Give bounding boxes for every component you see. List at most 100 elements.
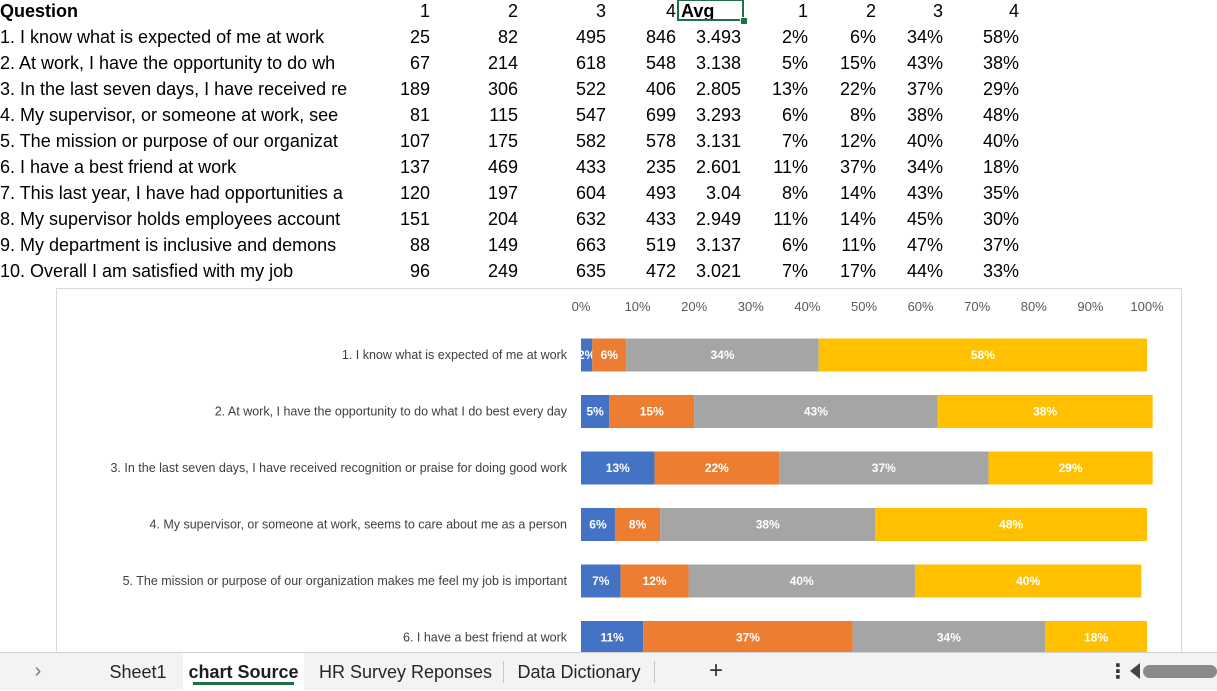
cell-avg[interactable]: 3.021 xyxy=(695,261,741,281)
bar-segment[interactable] xyxy=(614,508,661,541)
cell-count-3[interactable]: 604 xyxy=(575,183,606,203)
cell-count-1[interactable]: 96 xyxy=(409,261,430,281)
cell-count-4[interactable]: 699 xyxy=(645,105,676,125)
cell-count-1[interactable]: 107 xyxy=(399,131,430,151)
cell-avg[interactable]: 2.949 xyxy=(695,209,741,229)
cell-pct-1[interactable]: 11% xyxy=(773,209,808,229)
cell-header-pct-1[interactable]: 1 xyxy=(797,1,808,21)
cell-pct-4[interactable]: 35% xyxy=(982,183,1019,203)
cell-count-2[interactable]: 115 xyxy=(489,105,518,125)
chevron-right-icon[interactable]: › xyxy=(34,660,42,682)
tab-data-dictionary[interactable]: Data Dictionary xyxy=(505,653,653,690)
cell-pct-3[interactable]: 34% xyxy=(906,157,943,177)
cell-question[interactable]: 3. In the last seven days, I have receiv… xyxy=(0,79,348,99)
cell-header-pct-4[interactable]: 4 xyxy=(1008,1,1019,21)
cell-avg[interactable]: 3.293 xyxy=(695,105,741,125)
cell-count-2[interactable]: 214 xyxy=(487,53,518,73)
cell-count-1[interactable]: 67 xyxy=(409,53,430,73)
cell-count-2[interactable]: 204 xyxy=(487,209,518,229)
cell-pct-3[interactable]: 40% xyxy=(906,131,943,151)
bar-segment[interactable] xyxy=(581,621,644,654)
bar-segment[interactable] xyxy=(914,564,1142,598)
bar-segment[interactable] xyxy=(779,451,989,485)
cell-count-3[interactable]: 495 xyxy=(575,27,606,47)
cell-count-4[interactable]: 548 xyxy=(645,53,676,73)
cell-count-3[interactable]: 522 xyxy=(575,79,606,99)
cell-count-3[interactable]: 635 xyxy=(575,261,606,281)
cell-pct-4[interactable]: 29% xyxy=(982,79,1019,99)
cell-pct-3[interactable]: 44% xyxy=(906,261,943,281)
cell-question[interactable]: 5. The mission or purpose of our organiz… xyxy=(0,131,338,151)
cell-question[interactable]: 2. At work, I have the opportunity to do… xyxy=(0,53,336,73)
cell-pct-1[interactable]: 7% xyxy=(781,131,808,151)
cell-pct-2[interactable]: 12% xyxy=(839,131,876,151)
cell-question[interactable]: 6. I have a best friend at work xyxy=(0,157,237,177)
cell-pct-1[interactable]: 2% xyxy=(781,27,808,47)
tab-chart-source[interactable]: chart Source xyxy=(183,653,304,690)
cell-pct-4[interactable]: 18% xyxy=(982,157,1019,177)
cell-count-4[interactable]: 433 xyxy=(645,209,676,229)
cell-pct-4[interactable]: 38% xyxy=(982,53,1019,73)
fill-handle[interactable] xyxy=(740,17,748,25)
bar-segment[interactable] xyxy=(688,564,915,598)
cell-header-count-3[interactable]: 3 xyxy=(595,1,606,21)
bar-segment[interactable] xyxy=(694,395,938,428)
cell-count-4[interactable]: 846 xyxy=(645,27,676,47)
cell-pct-1[interactable]: 13% xyxy=(771,79,808,99)
cell-avg[interactable]: 2.805 xyxy=(695,79,741,99)
cell-header-count-2[interactable]: 2 xyxy=(507,1,518,21)
cell-count-3[interactable]: 433 xyxy=(575,157,606,177)
cell-count-3[interactable]: 547 xyxy=(575,105,606,125)
cell-header-pct-3[interactable]: 3 xyxy=(932,1,943,21)
cell-header-question[interactable]: Question xyxy=(0,1,79,21)
bar-segment[interactable] xyxy=(643,621,853,654)
cell-count-1[interactable]: 151 xyxy=(399,209,430,229)
cell-pct-2[interactable]: 15% xyxy=(839,53,876,73)
cell-pct-2[interactable]: 6% xyxy=(849,27,876,47)
cell-count-2[interactable]: 149 xyxy=(487,235,518,255)
bar-segment[interactable] xyxy=(818,338,1147,372)
cell-pct-2[interactable]: 22% xyxy=(839,79,876,99)
cell-count-1[interactable]: 120 xyxy=(399,183,430,203)
cell-header-pct-2[interactable]: 2 xyxy=(865,1,876,21)
bar-segment[interactable] xyxy=(875,508,1147,541)
cell-pct-3[interactable]: 45% xyxy=(906,209,943,229)
cell-pct-3[interactable]: 43% xyxy=(906,183,943,203)
cell-count-3[interactable]: 618 xyxy=(575,53,606,73)
bar-segment[interactable] xyxy=(609,395,695,428)
cell-pct-2[interactable]: 17% xyxy=(839,261,876,281)
bar-segment[interactable] xyxy=(581,508,615,541)
bar-segment[interactable] xyxy=(654,451,780,485)
cell-avg[interactable]: 3.04 xyxy=(705,183,741,203)
cell-pct-1[interactable]: 8% xyxy=(781,183,808,203)
cell-question[interactable]: 1. I know what is expected of me at work xyxy=(0,27,325,47)
bar-segment[interactable] xyxy=(626,338,819,372)
cell-pct-4[interactable]: 58% xyxy=(982,27,1019,47)
bar-segment[interactable] xyxy=(660,508,876,541)
cell-count-1[interactable]: 137 xyxy=(399,157,430,177)
cell-count-4[interactable]: 493 xyxy=(645,183,676,203)
cell-header-count-4[interactable]: 4 xyxy=(665,1,676,21)
cell-avg[interactable]: 3.137 xyxy=(695,235,741,255)
tab-hr-survey-reponses[interactable]: HR Survey Reponses xyxy=(308,653,503,690)
stacked-bar-chart[interactable]: 0% 10% 20% 30% 40% 50% 60% 70% 80% 90% 100% 1. I kn… xyxy=(56,288,1182,660)
cell-count-4[interactable]: 578 xyxy=(645,131,676,151)
cell-pct-4[interactable]: 40% xyxy=(982,131,1019,151)
cell-pct-3[interactable]: 43% xyxy=(906,53,943,73)
horizontal-scrollbar[interactable] xyxy=(1143,665,1217,678)
scroll-left-arrow-icon[interactable] xyxy=(1130,663,1140,679)
cell-pct-3[interactable]: 38% xyxy=(906,105,943,125)
cell-count-3[interactable]: 663 xyxy=(575,235,606,255)
cell-count-3[interactable]: 632 xyxy=(575,209,606,229)
cell-question[interactable]: 9. My department is inclusive and demons xyxy=(0,235,337,255)
bar-segment[interactable] xyxy=(852,621,1046,654)
bar-segment[interactable] xyxy=(581,338,593,372)
cell-count-4[interactable]: 406 xyxy=(645,79,676,99)
cell-pct-3[interactable]: 34% xyxy=(906,27,943,47)
bar-segment[interactable] xyxy=(592,338,627,372)
cell-question[interactable]: 4. My supervisor, or someone at work, se… xyxy=(0,105,339,125)
cell-pct-1[interactable]: 7% xyxy=(781,261,808,281)
cell-question[interactable]: 8. My supervisor holds employees account xyxy=(0,209,341,229)
cell-pct-3[interactable]: 37% xyxy=(906,79,943,99)
cell-pct-1[interactable]: 5% xyxy=(781,53,808,73)
